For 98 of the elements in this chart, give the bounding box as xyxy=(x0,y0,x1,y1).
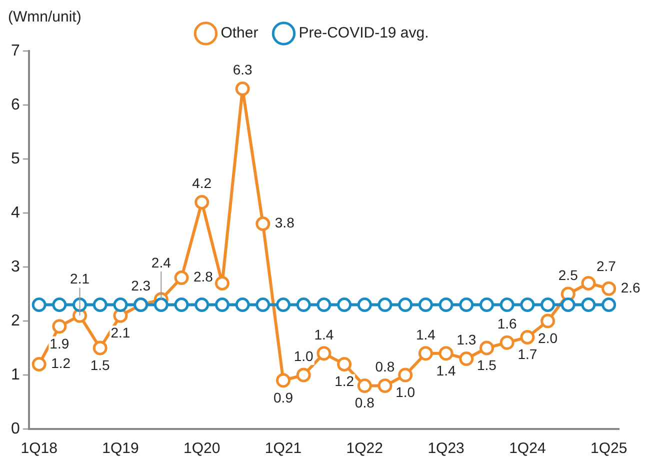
x-tick-label: 1Q25 xyxy=(590,440,628,458)
y-axis-title: (Wmn/unit) xyxy=(8,8,82,26)
point xyxy=(174,270,189,286)
x-tick-label: 1Q24 xyxy=(509,440,546,458)
data-label: 1.2 xyxy=(334,373,354,390)
point xyxy=(92,298,108,312)
data-label: 0.8 xyxy=(375,358,395,375)
point xyxy=(378,298,392,312)
point xyxy=(316,298,332,312)
point xyxy=(256,298,270,312)
point xyxy=(214,276,230,290)
point xyxy=(174,298,189,312)
x-tick-label: 1Q19 xyxy=(102,440,139,458)
point xyxy=(560,298,576,312)
x-tick-label: 1Q20 xyxy=(184,440,220,458)
point xyxy=(32,356,46,372)
point xyxy=(459,298,474,312)
data-label: 1.9 xyxy=(50,335,70,352)
data-label: 1.7 xyxy=(518,346,538,362)
point xyxy=(500,335,514,350)
data-label: 1.0 xyxy=(294,348,314,364)
point xyxy=(235,82,250,96)
point xyxy=(296,368,311,382)
y-tick-label: 0 xyxy=(10,420,20,438)
point xyxy=(581,298,596,312)
point xyxy=(52,298,67,312)
data-label: 1.4 xyxy=(416,326,436,342)
data-label: 1.5 xyxy=(90,356,110,373)
point xyxy=(602,281,616,296)
y-tick-label: 1 xyxy=(10,366,20,384)
data-label: 2.7 xyxy=(596,258,616,274)
data-label: 1.4 xyxy=(436,362,456,378)
legend-label: Pre-COVID-19 avg. xyxy=(298,24,429,42)
point xyxy=(52,319,67,334)
data-label: 4.2 xyxy=(192,175,212,192)
point xyxy=(32,298,46,312)
point xyxy=(194,194,210,210)
point xyxy=(540,298,556,312)
point xyxy=(500,298,514,312)
point xyxy=(194,298,210,312)
point xyxy=(581,276,596,290)
x-tick-label: 1Q23 xyxy=(428,440,464,458)
point xyxy=(602,298,616,312)
data-label: 1.2 xyxy=(51,355,71,372)
legend-label: Other xyxy=(220,24,258,42)
point xyxy=(438,298,454,312)
point xyxy=(276,298,291,312)
point xyxy=(113,298,128,312)
data-label: 2.6 xyxy=(620,279,640,296)
point xyxy=(276,373,291,388)
x-tick-label: 1Q18 xyxy=(20,440,58,458)
y-tick-label: 5 xyxy=(10,150,20,168)
point xyxy=(256,216,270,232)
data-label: 2.3 xyxy=(131,278,151,294)
point xyxy=(398,298,413,312)
point xyxy=(540,314,556,328)
data-label: 1.5 xyxy=(477,356,497,373)
point xyxy=(520,330,535,344)
point xyxy=(316,346,332,361)
point xyxy=(337,356,352,372)
data-label: 1.4 xyxy=(314,326,334,342)
point xyxy=(418,346,433,361)
y-tick-label: 2 xyxy=(10,312,20,330)
point xyxy=(398,368,413,382)
data-label: 2.1 xyxy=(70,270,90,286)
point xyxy=(438,346,454,361)
point xyxy=(418,298,433,312)
point xyxy=(459,352,474,366)
x-tick-label: 1Q22 xyxy=(346,440,383,458)
point xyxy=(479,298,494,312)
data-label: 1.3 xyxy=(456,332,476,348)
point xyxy=(214,298,230,312)
data-label: 2.8 xyxy=(194,268,214,285)
y-tick-label: 4 xyxy=(10,204,20,222)
data-label: 1.0 xyxy=(396,384,416,400)
point xyxy=(520,298,535,312)
point xyxy=(235,298,250,312)
data-label: 2.4 xyxy=(151,254,172,270)
point xyxy=(92,340,108,356)
point xyxy=(357,378,372,394)
data-label: 3.8 xyxy=(274,214,295,231)
point xyxy=(154,298,168,312)
y-tick-label: 7 xyxy=(10,42,20,60)
data-label: 0.8 xyxy=(354,394,375,411)
y-tick-label: 3 xyxy=(10,258,20,276)
data-label: 6.3 xyxy=(232,62,252,78)
data-label: 0.9 xyxy=(274,389,294,406)
data-label: 2.0 xyxy=(538,330,558,346)
point xyxy=(357,298,372,312)
data-label: 1.6 xyxy=(497,315,518,332)
x-tick-label: 1Q21 xyxy=(264,440,302,458)
data-label: 2.5 xyxy=(558,266,578,283)
data-label: 2.1 xyxy=(110,324,130,340)
y-tick-label: 6 xyxy=(10,96,20,114)
point xyxy=(378,378,392,394)
point xyxy=(296,298,311,312)
point xyxy=(479,340,494,356)
point xyxy=(337,298,352,312)
